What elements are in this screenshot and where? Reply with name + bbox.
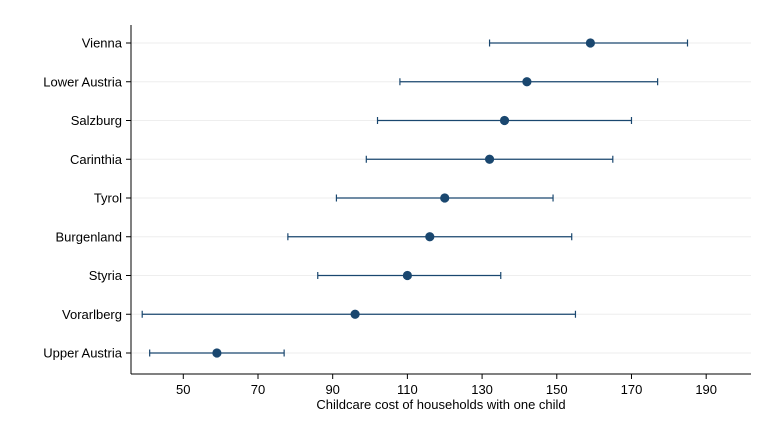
- point-estimate: [484, 154, 495, 164]
- region-label: Upper Austria: [43, 346, 123, 361]
- point-estimate: [425, 232, 435, 242]
- point-estimate: [499, 115, 510, 126]
- region-label: Burgenland: [56, 229, 123, 244]
- x-tick-label: 50: [176, 382, 190, 397]
- region-label: Salzburg: [71, 113, 122, 128]
- point-estimates: [212, 38, 595, 358]
- x-tick-label: 70: [251, 382, 265, 397]
- x-axis-ticks: 50 70 90 110 130 150 170 190: [176, 374, 717, 397]
- point-estimate: [522, 77, 532, 87]
- region-label: Vorarlberg: [62, 307, 122, 322]
- point-estimate: [212, 348, 222, 358]
- point-estimate: [440, 193, 450, 203]
- region-label: Tyrol: [94, 191, 122, 206]
- region-label: Styria: [89, 268, 123, 283]
- x-tick-label: 150: [546, 382, 568, 397]
- region-labels: Vienna Lower Austria Salzburg Carinthia Tyro…: [43, 36, 131, 361]
- x-tick-label: 190: [695, 382, 717, 397]
- x-axis-title: Childcare cost of households with one ch…: [316, 397, 565, 412]
- x-tick-label: 90: [325, 382, 339, 397]
- region-label: Lower Austria: [43, 74, 123, 89]
- point-estimate: [585, 38, 595, 48]
- point-estimate: [350, 309, 360, 319]
- region-label: Vienna: [82, 36, 123, 51]
- x-tick-label: 110: [397, 382, 418, 397]
- x-tick-label: 170: [621, 382, 643, 397]
- x-tick-label: 130: [471, 382, 493, 397]
- point-estimate: [402, 270, 412, 281]
- region-label: Carinthia: [70, 152, 123, 167]
